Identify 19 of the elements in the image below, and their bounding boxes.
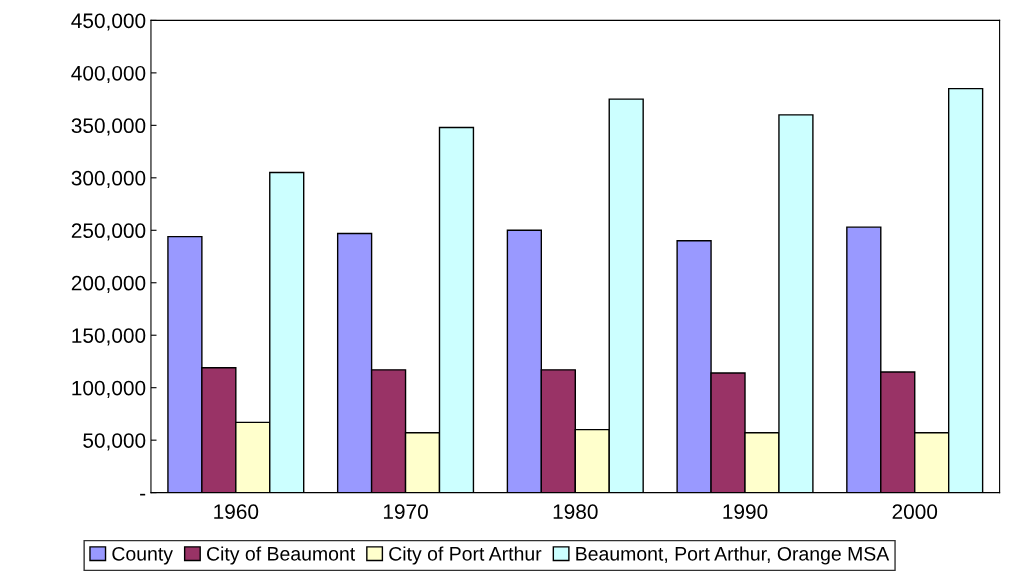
y-tick-label: - — [140, 493, 146, 496]
y-tick-label: 250,000 — [71, 223, 146, 241]
y-tick-label: 350,000 — [71, 118, 146, 136]
y-tick-label: 50,000 — [83, 433, 146, 451]
legend-label: County — [112, 546, 173, 565]
y-tick-label: 150,000 — [72, 328, 146, 346]
y-tick-label: 400,000 — [71, 65, 146, 84]
x-tick-label: 2000 — [892, 504, 938, 520]
legend-label: City of Beaumont — [207, 546, 356, 565]
y-tick-label: 300,000 — [71, 170, 146, 189]
x-tick-label: 1990 — [723, 504, 768, 520]
x-tick-label: 1970 — [383, 504, 428, 520]
x-tick-label: 1980 — [553, 504, 598, 520]
y-tick-label: 450,000 — [71, 13, 146, 31]
legend-label: City of Port Arthur — [389, 546, 542, 565]
y-tick-label: 100,000 — [72, 380, 146, 398]
y-tick-label: 200,000 — [71, 275, 146, 293]
x-tick-label: 1960 — [214, 504, 259, 520]
legend-label: Beaumont, Port Arthur, Orange MSA — [576, 546, 890, 565]
